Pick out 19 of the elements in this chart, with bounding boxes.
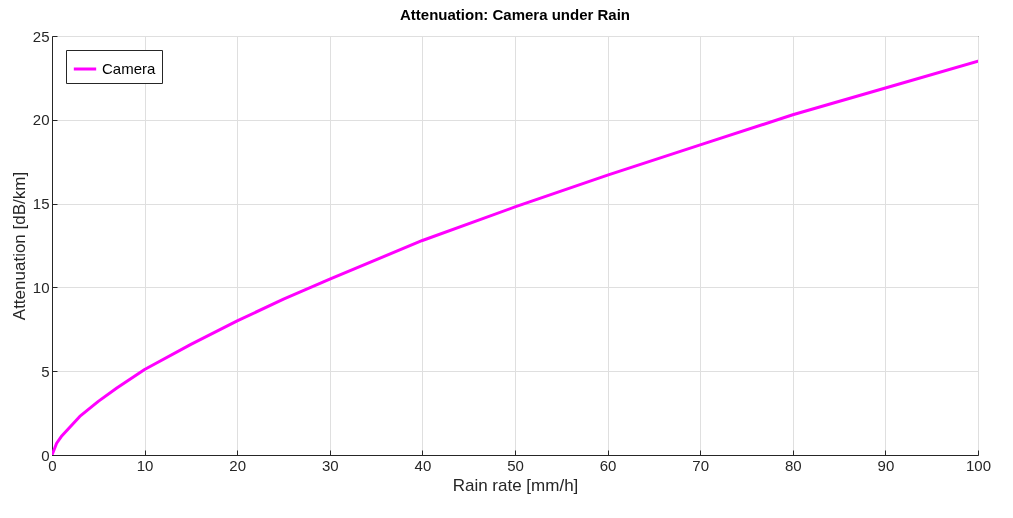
- y-tick-label: 20: [32, 111, 50, 129]
- y-tick-label: 5: [41, 362, 50, 380]
- x-axis-title: Rain rate [mm/h]: [452, 475, 579, 495]
- x-tick-label: 20: [229, 456, 247, 474]
- x-tick-label: 100: [965, 456, 992, 474]
- chart-title: Attenuation: Camera under Rain: [399, 6, 631, 23]
- x-tick-label: 60: [599, 456, 617, 474]
- x-tick-label: 10: [136, 456, 154, 474]
- y-tick-label: 15: [32, 195, 50, 213]
- x-tick-label: 90: [877, 456, 895, 474]
- y-tick-label: 10: [32, 278, 50, 296]
- x-tick-label: 50: [507, 456, 524, 474]
- y-tick-label: 25: [32, 27, 50, 45]
- y-axis-title: Attenuation [dB/km]: [9, 171, 29, 321]
- x-tick-label: 70: [692, 456, 710, 474]
- x-tick-label: 40: [414, 456, 432, 474]
- x-tick-label: 80: [784, 456, 802, 474]
- legend-label: Camera: [102, 60, 157, 77]
- x-tick-label: 30: [321, 456, 339, 474]
